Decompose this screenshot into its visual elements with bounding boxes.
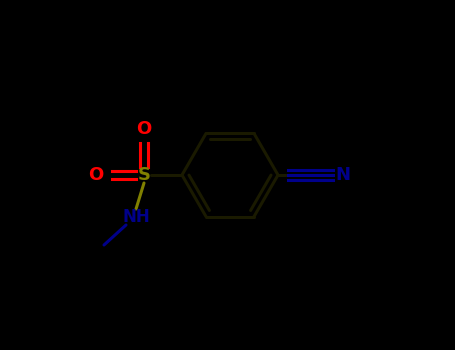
- Text: O: O: [136, 120, 152, 138]
- Text: S: S: [137, 166, 151, 184]
- Text: N: N: [335, 166, 350, 184]
- Text: O: O: [88, 166, 104, 184]
- Text: NH: NH: [122, 208, 150, 226]
